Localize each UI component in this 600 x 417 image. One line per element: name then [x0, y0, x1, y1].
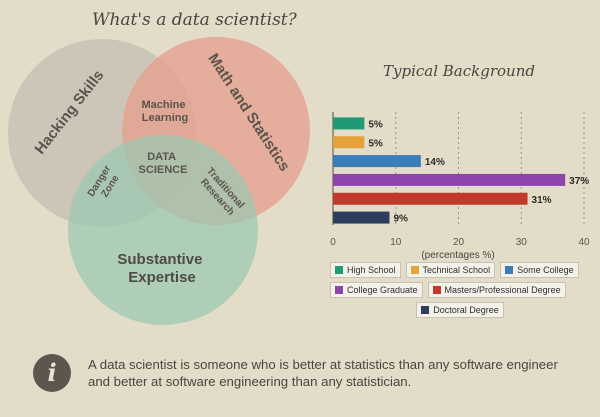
label-ds-line2: SCIENCE — [139, 164, 188, 176]
legend-item: Some College — [500, 262, 579, 278]
bar-masters-professional-degree — [333, 192, 528, 205]
legend-row: Doctoral Degree — [330, 302, 590, 318]
venn-diagram: Hacking Skills Math and Statistics Subst… — [8, 37, 310, 325]
page-title: What's a data scientist? — [92, 10, 297, 30]
bar-value-label: 14% — [425, 157, 445, 168]
x-tick-label: 10 — [390, 237, 402, 248]
legend-swatch — [410, 266, 419, 274]
bar-high-school — [333, 117, 365, 130]
legend-item: Masters/Professional Degree — [427, 282, 566, 298]
legend-swatch — [335, 286, 343, 294]
x-tick-label: 20 — [453, 237, 465, 248]
legend-swatch — [505, 266, 514, 274]
legend-label: College Graduate — [347, 285, 418, 295]
label-substantive-line2: Expertise — [128, 269, 196, 286]
legend-row: College Graduate Masters/Professional Deg… — [330, 282, 590, 298]
label-substantive-line1: Substantive — [117, 251, 202, 268]
label-ml-line1: Machine — [141, 99, 185, 111]
legend-swatch — [335, 266, 343, 274]
x-tick-label: 30 — [516, 237, 528, 248]
label-substantive-expertise: Substantive Expertise — [117, 251, 206, 286]
legend-row: High School Technical School Some College — [330, 262, 590, 278]
quote-text: A data scientist is someone who is bette… — [88, 357, 558, 389]
legend-item: College Graduate — [330, 282, 423, 298]
venn-circle-expertise — [68, 135, 258, 325]
bar-value-label: 5% — [368, 119, 383, 130]
label-data-science: DATA SCIENCE — [139, 151, 188, 176]
label-ds-line1: DATA — [147, 151, 176, 163]
legend-item: Technical School — [405, 262, 496, 278]
bar-doctoral-degree — [333, 211, 390, 224]
bar-college-graduate — [333, 173, 566, 186]
legend-label: High School — [347, 265, 396, 275]
bar-some-college — [333, 155, 421, 168]
label-ml-line2: Learning — [142, 112, 188, 124]
x-axis-label: (percentages %) — [421, 250, 494, 261]
label-machine-learning: Machine Learning — [141, 99, 188, 124]
legend-label: Masters/Professional Degree — [444, 285, 561, 295]
legend-swatch — [432, 286, 441, 294]
bar-value-label: 9% — [393, 214, 408, 225]
legend-label: Technical School — [422, 265, 491, 275]
chart-title: Typical Background — [383, 62, 535, 80]
x-tick-label: 0 — [330, 237, 336, 248]
legend-item: High School — [330, 262, 401, 278]
legend-label: Some College — [517, 265, 574, 275]
bar-value-label: 31% — [532, 195, 552, 206]
x-tick-label: 40 — [578, 237, 590, 248]
chart-legend: High School Technical School Some College … — [330, 262, 590, 322]
info-icon: i — [33, 354, 71, 392]
bar-value-label: 5% — [368, 138, 383, 149]
legend-label: Doctoral Degree — [433, 305, 499, 315]
bar-value-label: 37% — [569, 176, 589, 187]
legend-item: Doctoral Degree — [416, 302, 504, 318]
bar-technical-school — [333, 136, 365, 149]
legend-swatch — [421, 306, 430, 314]
